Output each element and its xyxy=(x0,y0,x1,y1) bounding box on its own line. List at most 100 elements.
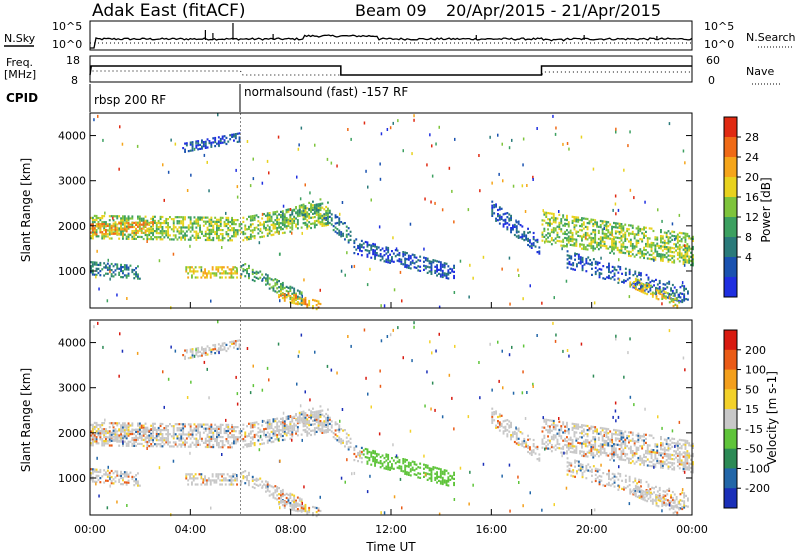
velocity-cell xyxy=(90,444,92,447)
velocity-cell xyxy=(148,434,151,437)
velocity-cell xyxy=(558,430,561,434)
velocity-cell xyxy=(114,433,117,436)
velocity-cell xyxy=(312,419,314,422)
velocity-cell xyxy=(123,471,126,474)
power-cell xyxy=(586,248,589,251)
power-cell xyxy=(229,134,232,137)
velocity-cell xyxy=(550,444,553,447)
power-cell xyxy=(654,248,657,251)
power-cell xyxy=(101,221,104,224)
power-cell xyxy=(91,263,94,266)
power-cell xyxy=(360,254,363,257)
velocity-cell xyxy=(125,432,128,435)
power-cell xyxy=(321,214,324,217)
velocity-cell xyxy=(221,473,223,476)
velocity-cell xyxy=(338,440,341,443)
velocity-cell xyxy=(93,425,96,429)
power-cell xyxy=(131,232,134,235)
power-cell xyxy=(219,276,222,279)
velocity-cell xyxy=(319,413,322,417)
velocity-cell xyxy=(253,482,256,485)
power-cell xyxy=(577,253,580,256)
power-cell xyxy=(165,234,168,237)
power-cell xyxy=(242,264,245,267)
velocity-cell xyxy=(200,483,203,486)
velocity-cell xyxy=(180,423,183,426)
power-cell xyxy=(93,273,96,276)
velocity-cell xyxy=(93,434,96,437)
velocity-cell xyxy=(233,436,235,439)
velocity-cell xyxy=(236,477,238,480)
velocity-cell xyxy=(120,476,122,480)
power-cell xyxy=(643,232,645,235)
velocity-cell xyxy=(268,433,271,436)
velocity-cell xyxy=(491,419,494,422)
power-cell xyxy=(678,250,681,253)
power-cell xyxy=(657,290,660,293)
power-cell xyxy=(210,224,213,227)
velocity-cell xyxy=(137,438,139,441)
velocity-cell xyxy=(310,417,312,420)
power-cell xyxy=(607,231,610,234)
velocity-cell xyxy=(424,466,427,469)
velocity-cell xyxy=(221,344,224,347)
power-cell xyxy=(666,282,669,285)
power-cell xyxy=(603,227,605,230)
power-cell xyxy=(334,222,337,225)
power-cell xyxy=(345,229,348,232)
velocity-cell xyxy=(575,425,578,428)
velocity-cell xyxy=(278,493,280,496)
velocity-cell xyxy=(498,429,501,432)
velocity-cell xyxy=(185,475,188,478)
power-cell xyxy=(652,252,655,255)
power-cell xyxy=(436,264,438,267)
power-cell xyxy=(91,273,94,276)
power-cell xyxy=(266,218,269,221)
power-cell xyxy=(167,230,169,233)
power-cell xyxy=(692,239,694,242)
power-cell xyxy=(374,253,376,256)
power-cell xyxy=(656,238,659,241)
velocity-cell xyxy=(504,427,507,430)
velocity-cell xyxy=(191,433,194,436)
power-cell xyxy=(673,259,676,262)
power-cell xyxy=(629,283,632,286)
power-cell xyxy=(659,290,662,293)
power-cell xyxy=(571,236,574,239)
power-cell xyxy=(99,225,102,228)
power-cell xyxy=(223,237,226,240)
velocity-cell xyxy=(180,437,183,440)
power-cell xyxy=(302,203,305,206)
power-cell xyxy=(110,275,113,278)
power-cell xyxy=(590,246,593,250)
power-cell xyxy=(613,226,615,229)
nsky-tick-bottom: 10^0 xyxy=(52,38,82,51)
power-cell xyxy=(581,235,583,238)
power-cell xyxy=(447,269,450,272)
velocity-cell xyxy=(368,457,371,460)
velocity-cell xyxy=(370,451,373,454)
velocity-cell xyxy=(155,439,158,442)
velocity-cell xyxy=(144,422,147,425)
velocity-cell xyxy=(283,502,286,505)
power-cell xyxy=(447,277,450,280)
velocity-cell xyxy=(204,423,207,426)
velocity-cell xyxy=(306,421,309,424)
velocity-cell xyxy=(167,439,169,442)
power-cell xyxy=(114,231,117,234)
velocity-cell xyxy=(201,346,203,349)
velocity-cell xyxy=(217,473,220,476)
power-cell xyxy=(686,259,689,262)
velocity-cell xyxy=(93,421,96,424)
velocity-cell xyxy=(142,432,145,435)
velocity-cell xyxy=(308,420,311,423)
power-cell xyxy=(268,277,271,280)
power-cell xyxy=(661,237,664,240)
velocity-cell xyxy=(216,437,218,441)
power-cell xyxy=(651,295,654,298)
velocity-cell xyxy=(125,442,128,445)
velocity-cell xyxy=(204,349,207,352)
velocity-cell xyxy=(154,437,156,440)
velocity-cell xyxy=(101,444,104,447)
power-cell xyxy=(660,290,663,293)
